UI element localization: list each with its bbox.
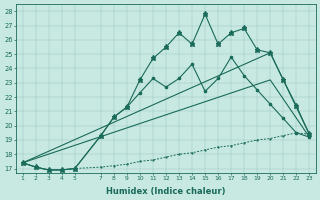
- X-axis label: Humidex (Indice chaleur): Humidex (Indice chaleur): [106, 187, 226, 196]
